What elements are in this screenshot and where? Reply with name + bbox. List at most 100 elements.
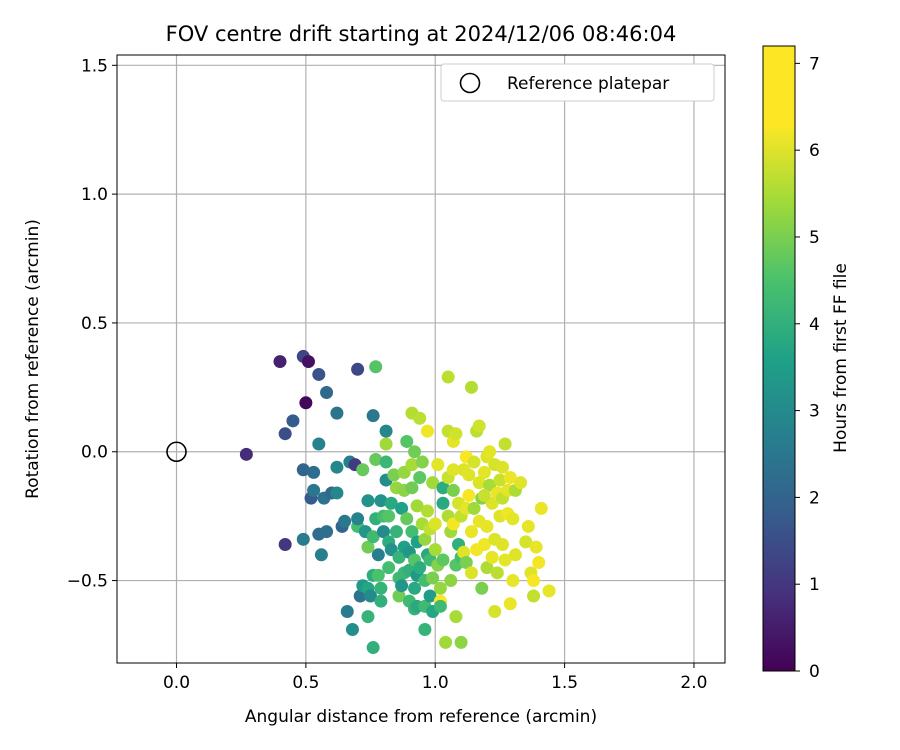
data-point bbox=[320, 525, 334, 539]
data-point bbox=[410, 499, 424, 513]
data-point bbox=[413, 471, 427, 485]
data-point bbox=[449, 610, 463, 624]
data-point bbox=[374, 581, 388, 595]
x-tick-label: 2.0 bbox=[680, 673, 707, 693]
data-point bbox=[330, 460, 344, 474]
data-point bbox=[433, 599, 447, 613]
data-point bbox=[529, 540, 543, 554]
data-point bbox=[485, 550, 499, 564]
chart-title: FOV centre drift starting at 2024/12/06 … bbox=[166, 22, 677, 46]
y-axis-ticks: −0.5 0.0 0.5 1.0 1.5 bbox=[67, 56, 117, 592]
data-point bbox=[480, 519, 494, 533]
data-point bbox=[239, 447, 253, 461]
data-point bbox=[405, 525, 419, 539]
data-point bbox=[408, 445, 422, 459]
colorbar-tick-label: 7 bbox=[809, 54, 820, 74]
data-point bbox=[426, 571, 440, 585]
colorbar-ticks: 0 1 2 3 4 5 6 7 bbox=[795, 54, 820, 682]
colorbar-tick-label: 4 bbox=[809, 315, 820, 335]
data-point bbox=[418, 532, 432, 546]
data-point bbox=[439, 635, 453, 649]
data-point bbox=[503, 597, 517, 611]
data-point bbox=[361, 610, 375, 624]
data-point bbox=[527, 574, 541, 588]
data-point bbox=[441, 370, 455, 384]
data-point bbox=[307, 483, 321, 497]
data-point bbox=[278, 537, 292, 551]
data-point bbox=[361, 540, 375, 554]
data-point bbox=[356, 463, 370, 477]
data-point bbox=[506, 574, 520, 588]
data-point bbox=[420, 504, 434, 518]
data-point bbox=[495, 537, 509, 551]
legend-open-circle-icon bbox=[459, 72, 481, 94]
data-point bbox=[433, 581, 447, 595]
data-point bbox=[413, 411, 427, 425]
data-point bbox=[521, 519, 535, 533]
data-point bbox=[467, 501, 481, 515]
data-point bbox=[449, 427, 463, 441]
data-point bbox=[340, 604, 354, 618]
data-point bbox=[351, 512, 365, 526]
colorbar-label: Hours from first FF file bbox=[831, 263, 851, 453]
data-point bbox=[480, 561, 494, 575]
data-point bbox=[454, 635, 468, 649]
x-axis-ticks: 0.0 0.5 1.0 1.5 2.0 bbox=[163, 663, 707, 693]
data-point bbox=[446, 463, 460, 477]
data-point bbox=[371, 548, 385, 562]
data-point bbox=[405, 481, 419, 495]
plot-frame bbox=[116, 54, 726, 664]
reference-platepar-marker bbox=[166, 441, 187, 463]
data-point bbox=[472, 476, 486, 490]
data-point bbox=[428, 543, 442, 557]
colorbar: 0 1 2 3 4 5 6 7 Hours from first FF file bbox=[762, 45, 851, 682]
x-tick-label: 0.0 bbox=[163, 673, 190, 693]
data-point bbox=[459, 556, 473, 570]
x-tick-label: 1.0 bbox=[422, 673, 449, 693]
data-point bbox=[498, 553, 512, 567]
data-point bbox=[320, 385, 334, 399]
data-point bbox=[366, 641, 380, 655]
colorbar-tick-label: 3 bbox=[809, 402, 820, 422]
y-tick-label: −0.5 bbox=[67, 572, 108, 592]
data-point bbox=[312, 437, 326, 451]
data-point bbox=[345, 623, 359, 637]
data-point bbox=[413, 561, 427, 575]
data-point bbox=[534, 501, 548, 515]
data-point bbox=[490, 566, 504, 580]
data-point bbox=[488, 604, 502, 618]
data-point bbox=[428, 517, 442, 531]
data-point bbox=[503, 471, 517, 485]
data-point bbox=[395, 501, 409, 515]
data-point bbox=[371, 568, 385, 582]
data-point bbox=[364, 589, 378, 603]
colorbar-gradient bbox=[762, 45, 796, 672]
data-point bbox=[376, 525, 390, 539]
data-point bbox=[467, 455, 481, 469]
data-point bbox=[506, 512, 520, 526]
data-point bbox=[519, 535, 533, 549]
x-tick-label: 0.5 bbox=[292, 673, 319, 693]
data-point bbox=[532, 556, 546, 570]
data-point bbox=[508, 548, 522, 562]
data-point bbox=[312, 367, 326, 381]
data-point bbox=[338, 514, 352, 528]
colorbar-tick-label: 1 bbox=[809, 575, 820, 595]
data-point bbox=[369, 360, 383, 374]
legend-box bbox=[440, 63, 715, 102]
legend-label-reference-platepar: Reference platepar bbox=[507, 74, 669, 94]
data-point bbox=[379, 437, 393, 451]
data-point bbox=[405, 458, 419, 472]
data-point bbox=[514, 476, 528, 490]
data-point bbox=[286, 414, 300, 428]
data-point bbox=[415, 455, 429, 469]
reference-marker-group bbox=[166, 441, 187, 463]
data-point bbox=[472, 419, 486, 433]
data-point bbox=[366, 409, 380, 423]
data-point bbox=[493, 473, 507, 487]
data-point bbox=[374, 594, 388, 608]
data-point bbox=[330, 406, 344, 420]
data-point bbox=[361, 494, 375, 508]
data-points bbox=[239, 349, 556, 655]
data-point bbox=[418, 623, 432, 637]
